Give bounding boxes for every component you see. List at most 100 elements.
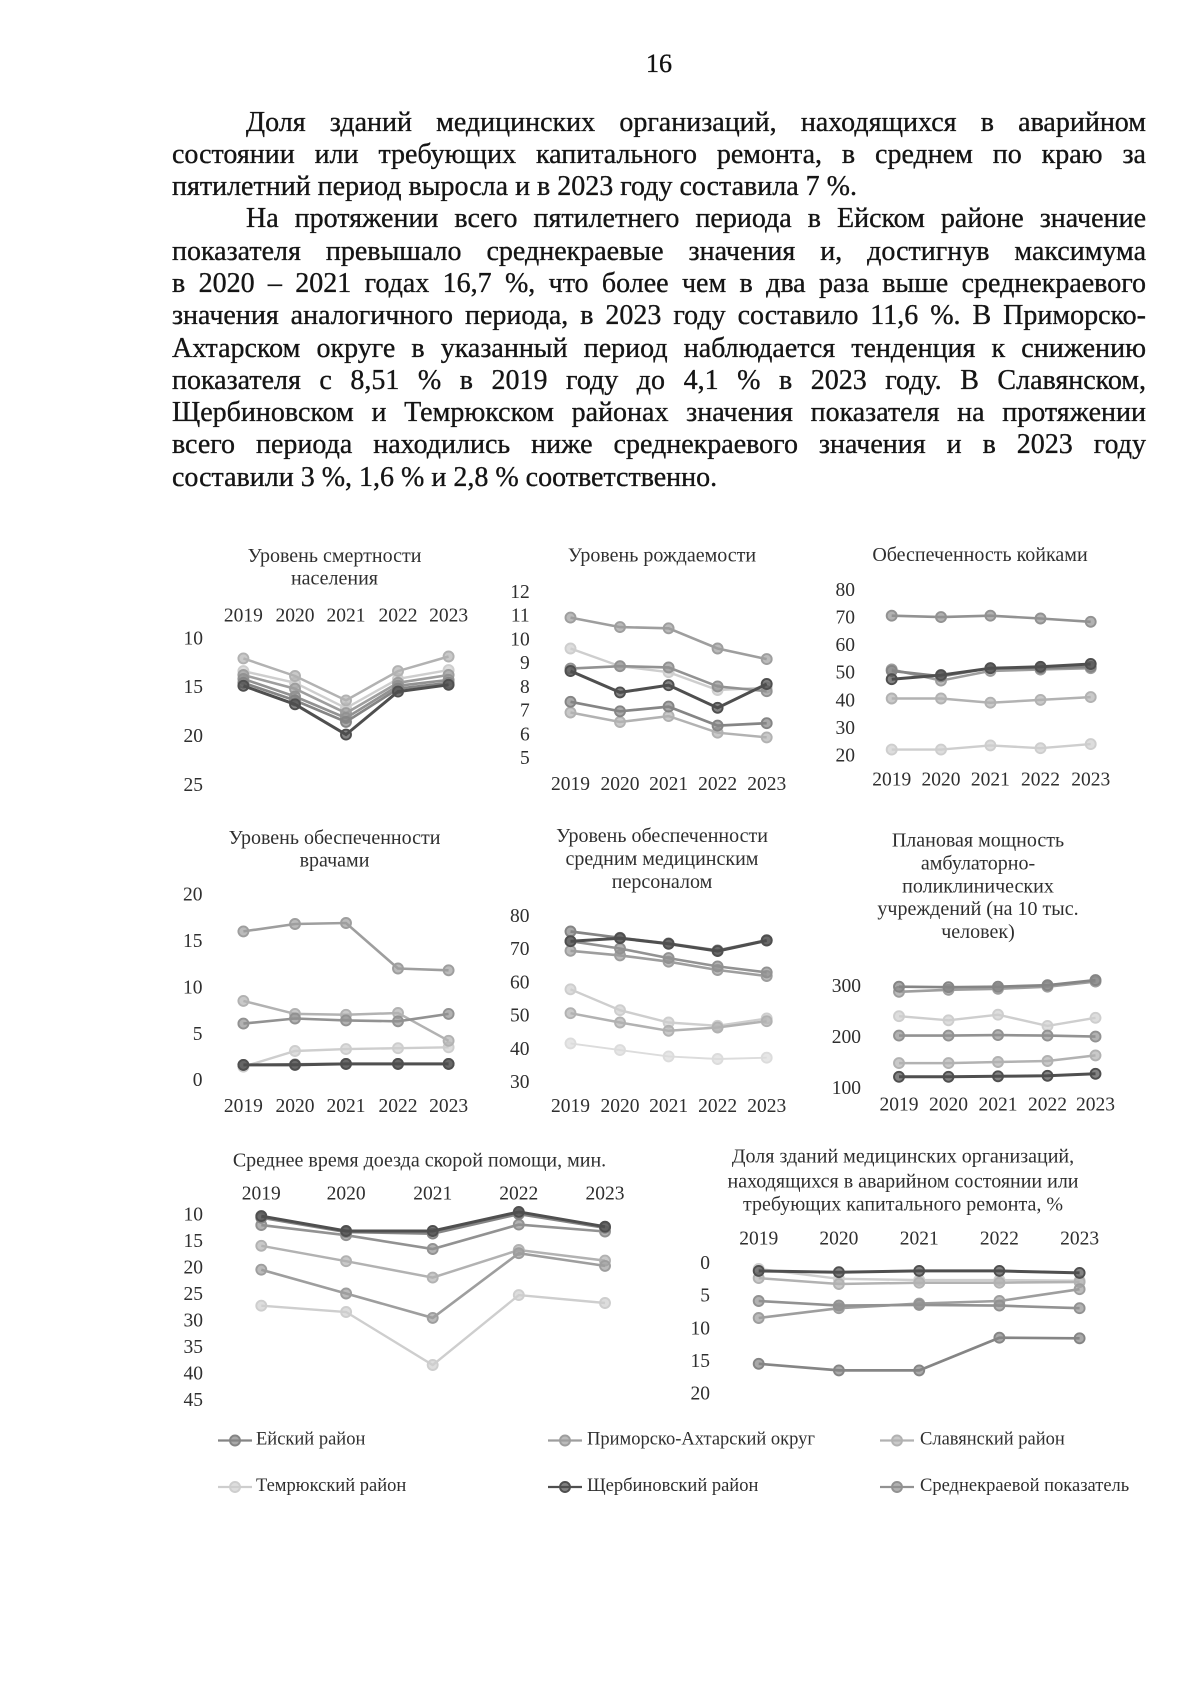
svg-text:человек): человек) (941, 921, 1015, 943)
svg-text:Приморско-Ахтарский округ: Приморско-Ахтарский округ (587, 1430, 815, 1450)
svg-text:2021: 2021 (413, 1184, 452, 1205)
svg-text:5: 5 (700, 1286, 710, 1307)
svg-text:0: 0 (700, 1253, 710, 1274)
svg-text:30: 30 (184, 1310, 204, 1331)
svg-text:5: 5 (193, 1024, 203, 1045)
svg-text:15: 15 (184, 1231, 204, 1252)
svg-text:Славянский район: Славянский район (920, 1430, 1065, 1450)
svg-text:60: 60 (510, 972, 530, 993)
svg-text:2021: 2021 (971, 770, 1010, 791)
svg-text:40: 40 (184, 1363, 204, 1384)
svg-text:100: 100 (832, 1078, 861, 1099)
svg-text:Среднекраевой показатель: Среднекраевой показатель (920, 1476, 1129, 1496)
svg-text:2022: 2022 (980, 1229, 1019, 1250)
svg-text:80: 80 (836, 580, 856, 601)
svg-text:2023: 2023 (747, 1096, 786, 1117)
svg-text:2020: 2020 (922, 770, 961, 791)
svg-text:0: 0 (193, 1070, 203, 1091)
svg-text:Уровень рождаемости: Уровень рождаемости (568, 545, 756, 567)
svg-text:20: 20 (691, 1384, 711, 1405)
svg-text:2020: 2020 (601, 774, 640, 795)
svg-text:2022: 2022 (1021, 770, 1060, 791)
svg-text:10: 10 (183, 977, 203, 998)
svg-text:2023: 2023 (429, 1096, 468, 1117)
svg-text:20: 20 (184, 1257, 204, 1278)
svg-text:10: 10 (510, 629, 530, 650)
svg-text:2022: 2022 (698, 774, 737, 795)
svg-text:40: 40 (510, 1039, 530, 1060)
svg-text:12: 12 (510, 582, 530, 603)
svg-text:врачами: врачами (300, 850, 370, 872)
svg-text:11: 11 (511, 606, 530, 627)
svg-text:находящихся в аварийном состоя: находящихся в аварийном состоянии или (727, 1171, 1078, 1193)
svg-text:населения: населения (291, 568, 378, 590)
svg-text:2021: 2021 (649, 1096, 688, 1117)
svg-text:70: 70 (836, 608, 856, 629)
svg-text:2022: 2022 (379, 1096, 418, 1117)
svg-text:Плановая мощность: Плановая мощность (892, 830, 1064, 852)
svg-text:15: 15 (183, 931, 203, 952)
svg-text:2022: 2022 (499, 1184, 538, 1205)
svg-text:15: 15 (691, 1351, 711, 1372)
svg-text:амбулаторно-: амбулаторно- (921, 853, 1035, 875)
svg-text:10: 10 (184, 1204, 204, 1225)
svg-text:поликлинических: поликлинических (902, 876, 1054, 898)
svg-text:2019: 2019 (872, 770, 911, 791)
svg-text:20: 20 (836, 746, 856, 767)
svg-text:Среднее время доезда скорой по: Среднее время доезда скорой помощи, мин. (233, 1150, 606, 1172)
svg-text:средним медицинским: средним медицинским (566, 848, 759, 870)
svg-text:15: 15 (184, 677, 204, 698)
svg-text:2022: 2022 (698, 1096, 737, 1117)
svg-text:2021: 2021 (649, 774, 688, 795)
svg-text:2023: 2023 (1060, 1229, 1099, 1250)
svg-text:Обеспеченность койками: Обеспеченность койками (872, 544, 1088, 566)
svg-text:30: 30 (510, 1072, 530, 1093)
svg-text:2023: 2023 (586, 1184, 625, 1205)
svg-text:Щербиновский район: Щербиновский район (587, 1476, 758, 1496)
svg-text:2021: 2021 (979, 1095, 1018, 1116)
svg-text:10: 10 (691, 1318, 711, 1339)
svg-text:Доля зданий медицинских органи: Доля зданий медицинских организаций, (732, 1146, 1074, 1168)
svg-text:Уровень обеспеченности: Уровень обеспеченности (229, 827, 441, 849)
svg-text:2021: 2021 (327, 1096, 366, 1117)
svg-text:2019: 2019 (242, 1184, 281, 1205)
svg-text:25: 25 (184, 775, 204, 796)
svg-text:2020: 2020 (327, 1184, 366, 1205)
svg-text:70: 70 (510, 939, 530, 960)
svg-text:2020: 2020 (601, 1096, 640, 1117)
svg-text:требующих капитального ремонта: требующих капитального ремонта, % (743, 1194, 1063, 1216)
svg-text:2023: 2023 (429, 605, 468, 626)
svg-text:2019: 2019 (551, 1096, 590, 1117)
svg-text:персоналом: персоналом (612, 871, 713, 893)
svg-text:25: 25 (184, 1284, 204, 1305)
svg-text:50: 50 (836, 663, 856, 684)
svg-text:40: 40 (836, 690, 856, 711)
svg-text:учреждений (на 10 тыс.: учреждений (на 10 тыс. (877, 898, 1078, 920)
svg-text:60: 60 (836, 635, 856, 656)
svg-text:Ейский район: Ейский район (256, 1430, 365, 1450)
svg-text:45: 45 (184, 1390, 204, 1411)
svg-text:2021: 2021 (900, 1229, 939, 1250)
svg-text:20: 20 (184, 726, 204, 747)
svg-text:5: 5 (520, 748, 530, 769)
svg-text:8: 8 (520, 677, 530, 698)
svg-text:80: 80 (510, 906, 530, 927)
svg-text:2020: 2020 (276, 1096, 315, 1117)
svg-text:2020: 2020 (929, 1095, 968, 1116)
svg-text:Уровень обеспеченности: Уровень обеспеченности (556, 825, 768, 847)
svg-text:2020: 2020 (819, 1229, 858, 1250)
svg-text:2023: 2023 (1071, 770, 1110, 791)
svg-text:7: 7 (520, 701, 530, 722)
svg-text:20: 20 (183, 885, 203, 906)
svg-text:Темрюкский район: Темрюкский район (256, 1476, 406, 1496)
svg-text:50: 50 (510, 1006, 530, 1027)
svg-text:2021: 2021 (327, 605, 366, 626)
svg-text:30: 30 (836, 718, 856, 739)
svg-text:2019: 2019 (224, 605, 263, 626)
svg-text:2022: 2022 (1028, 1095, 1067, 1116)
svg-text:6: 6 (520, 724, 530, 745)
svg-text:10: 10 (184, 628, 204, 649)
svg-text:2022: 2022 (379, 605, 418, 626)
svg-text:35: 35 (184, 1337, 204, 1358)
svg-text:300: 300 (832, 976, 861, 997)
